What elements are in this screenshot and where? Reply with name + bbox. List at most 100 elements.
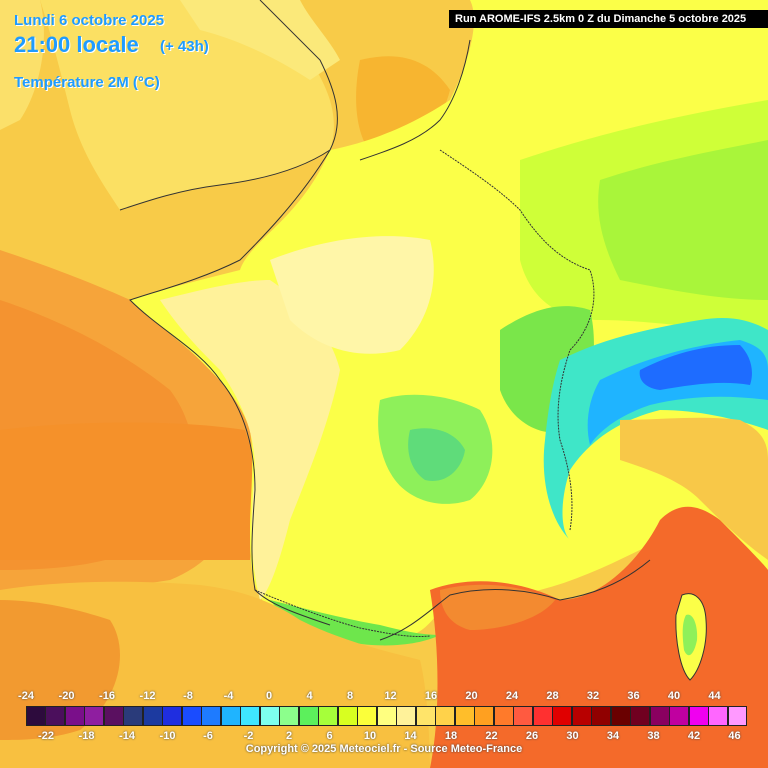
run-info: Run AROME-IFS 2.5km 0 Z du Dimanche 5 oc… <box>449 10 768 28</box>
forecast-offset: (+ 43h) <box>160 38 209 55</box>
legend-tick-bottom: 34 <box>606 730 620 742</box>
legend-tick-top: -12 <box>139 690 156 702</box>
biscay-zone <box>0 422 255 560</box>
legend-tick-bottom: 46 <box>728 730 741 742</box>
legend-tick-top: 8 <box>346 690 354 702</box>
legend-swatch <box>532 706 553 726</box>
legend-tick-top: 44 <box>708 690 721 702</box>
legend-tick-top: 12 <box>384 690 397 702</box>
legend-swatch <box>84 706 105 726</box>
legend-tick-bottom: 10 <box>363 730 377 742</box>
legend-swatch <box>727 706 748 726</box>
legend-swatch <box>123 706 144 726</box>
legend-swatch <box>571 706 592 726</box>
legend-tick-bottom: 22 <box>485 730 498 742</box>
legend-swatch <box>630 706 651 726</box>
legend-tick-bottom: -6 <box>203 730 213 742</box>
legend-swatch <box>396 706 417 726</box>
forecast-date: Lundi 6 octobre 2025 <box>14 12 165 29</box>
legend-tick-top: 20 <box>465 690 478 702</box>
legend-swatch <box>591 706 612 726</box>
parameter-label: Température 2M (°C) <box>14 74 160 91</box>
legend-swatch <box>26 706 46 726</box>
legend-tick-top: 16 <box>424 690 438 702</box>
north-coastline <box>359 39 471 161</box>
legend-swatch <box>318 706 339 726</box>
legend-swatch <box>103 706 124 726</box>
legend-swatch <box>142 706 163 726</box>
legend-tick-bottom: 2 <box>285 730 293 742</box>
legend-tick-top: 28 <box>546 690 559 702</box>
corsica-core <box>682 614 698 656</box>
legend-tick-bottom: 6 <box>326 730 333 742</box>
legend-swatch <box>64 706 85 726</box>
legend-swatch <box>669 706 690 726</box>
legend-swatch <box>688 706 709 726</box>
legend-tick-top: 4 <box>306 690 313 702</box>
legend-swatch <box>649 706 670 726</box>
legend-swatch <box>240 706 261 726</box>
legend-tick-top: -4 <box>223 690 234 702</box>
legend-tick-top: 40 <box>667 690 681 702</box>
legend-tick-bottom: 42 <box>687 730 701 742</box>
legend-tick-bottom: 26 <box>525 730 539 742</box>
legend-tick-top: -16 <box>99 690 115 702</box>
legend-swatch <box>513 706 534 726</box>
legend-swatch <box>552 706 573 726</box>
legend-tick-top: 0 <box>265 690 273 702</box>
uk-land-north <box>180 0 340 80</box>
legend-tick-bottom: -18 <box>78 730 95 742</box>
france-coastline <box>129 149 331 626</box>
gulf-lion-warm <box>440 584 555 630</box>
med-sea <box>430 506 768 768</box>
legend-tick-top: 24 <box>505 690 519 702</box>
legend-tick-bottom: 38 <box>647 730 660 742</box>
legend-swatch <box>162 706 183 726</box>
germany-green <box>598 140 768 300</box>
corsica-coastline <box>675 593 707 681</box>
legend-swatch <box>220 706 241 726</box>
legend-tick-top: -8 <box>183 690 193 702</box>
legend-tick-top: -20 <box>58 690 75 702</box>
legend-tick-top: -24 <box>18 690 34 702</box>
legend-swatch <box>493 706 514 726</box>
central-france-pale <box>270 236 434 354</box>
legend-swatch <box>357 706 378 726</box>
east-border <box>439 149 595 531</box>
legend-tick-top: 32 <box>586 690 600 702</box>
legend-swatch <box>415 706 436 726</box>
legend-swatch <box>259 706 280 726</box>
legend-tick-bottom: -14 <box>119 730 135 742</box>
legend-tick-bottom: 14 <box>404 730 417 742</box>
ireland-land <box>0 0 44 130</box>
legend-swatch <box>708 706 728 726</box>
alps-coldest-zone <box>639 345 752 390</box>
legend-tick-bottom: 18 <box>444 730 458 742</box>
pyrenees-green <box>270 600 440 646</box>
legend-swatch <box>201 706 222 726</box>
spain-border <box>254 589 431 637</box>
legend-swatch <box>435 706 456 726</box>
med-coastline <box>379 559 651 641</box>
copyright-text: Copyright © 2025 Meteociel.fr - Source M… <box>245 743 523 755</box>
legend-swatch <box>298 706 319 726</box>
legend-tick-bottom: -10 <box>159 730 176 742</box>
massif-central-core <box>408 428 465 481</box>
legend-swatch <box>454 706 475 726</box>
italy-land <box>620 417 768 560</box>
legend-swatch <box>376 706 397 726</box>
legend-swatch <box>610 706 631 726</box>
legend-swatch <box>279 706 300 726</box>
legend-tick-bottom: 30 <box>566 730 579 742</box>
legend-tick-bottom: -22 <box>38 730 54 742</box>
uk-land <box>40 0 334 210</box>
legend-swatch <box>181 706 202 726</box>
legend-tick-bottom: -2 <box>243 730 254 742</box>
forecast-time: 21:00 locale <box>14 32 139 57</box>
legend-swatch <box>474 706 495 726</box>
legend-tick-top: 36 <box>627 690 640 702</box>
west-france-pale <box>160 280 340 600</box>
legend-swatch <box>337 706 358 726</box>
